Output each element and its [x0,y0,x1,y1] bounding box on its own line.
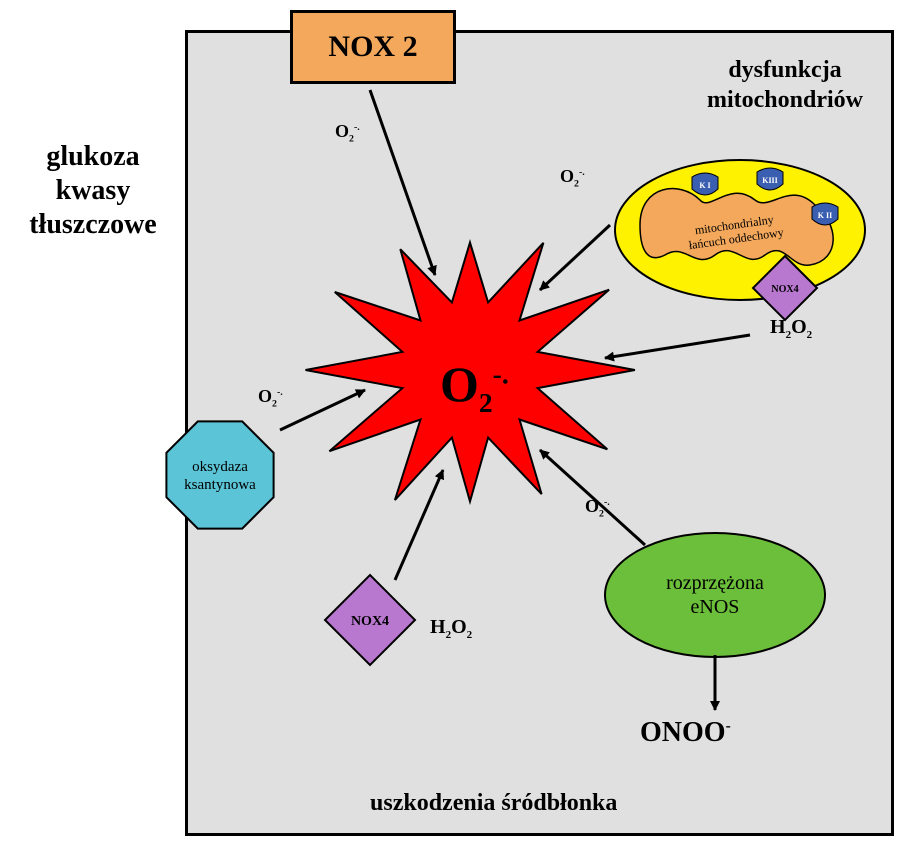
outside-label-line-0: glukoza [8,140,178,174]
nox2-box: NOX 2 [290,10,456,84]
chem-label-o2_top: O2-. [335,121,360,145]
arrow-1 [540,225,610,290]
chem-label-o2_enos: O2-. [585,496,610,520]
arrow-2 [605,335,750,358]
chem-label-o2_mito: O2-. [560,166,585,190]
starburst-label: O2-. [440,355,509,419]
xanthine-oxidase-octagon [166,421,273,528]
arrow-3 [280,390,365,430]
onoo-sup: - [726,718,731,735]
mito-complex-label-1: KIII [762,176,778,185]
onoo-label: ONOO- [640,717,731,749]
arrow-0 [370,90,435,275]
dysfunction-label-line-1: mitochondriów [690,85,880,115]
starburst-sup: -. [493,358,509,389]
onoo-text: ONOO [640,717,726,748]
mito-complex-label-0: K I [699,181,710,190]
outside-label-line-1: kwasy [8,174,178,208]
outside-label: glukozakwasytłuszczowe [8,140,178,242]
outside-label-line-2: tłuszczowe [8,208,178,242]
starburst-sub: 2 [479,387,493,418]
enos-label-1: eNOS [691,596,740,618]
dysfunction-label: dysfunkcjamitochondriów [690,55,880,115]
nox2-label: NOX 2 [328,30,417,64]
nox4-mito-label: NOX4 [771,284,798,295]
chem-label-o2_left: O2-. [258,386,283,410]
nox4-bottom-label: NOX4 [351,614,389,629]
mito-complex-label-2: K II [818,211,832,220]
enos-label-0: rozprzężona [666,572,764,594]
chem-label-h2o2_b: H2O2 [430,616,472,641]
bottom-caption: uszkodzenia śródbłonka [370,790,617,817]
enos-ellipse [605,533,825,657]
xanthine-oxidase-label-1: ksantynowa [184,477,256,493]
xanthine-oxidase-label-0: oksydaza [192,459,248,475]
chem-label-h2o2_r: H2O2 [770,316,812,341]
dysfunction-label-line-0: dysfunkcja [690,55,880,85]
starburst-O: O [440,356,479,412]
